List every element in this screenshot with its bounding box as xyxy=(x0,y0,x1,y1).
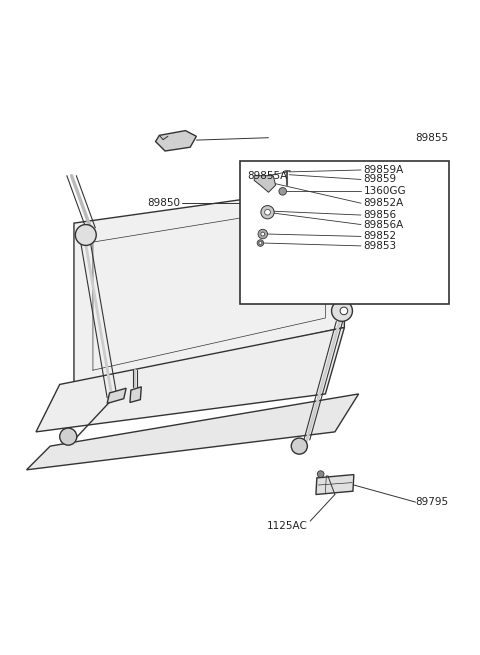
Circle shape xyxy=(332,301,352,322)
Circle shape xyxy=(261,206,274,219)
Text: 89852A: 89852A xyxy=(363,198,404,208)
FancyBboxPatch shape xyxy=(240,161,449,304)
Circle shape xyxy=(291,438,307,454)
Circle shape xyxy=(279,187,287,195)
Text: 1125AC: 1125AC xyxy=(267,521,308,531)
Circle shape xyxy=(257,240,264,246)
Text: 89852: 89852 xyxy=(363,231,396,242)
Text: 89795: 89795 xyxy=(416,497,449,507)
Circle shape xyxy=(261,232,264,236)
Text: 89859A: 89859A xyxy=(363,165,404,175)
Polygon shape xyxy=(74,185,344,384)
Text: 89856A: 89856A xyxy=(363,219,404,229)
Polygon shape xyxy=(316,475,354,495)
Text: 89855A: 89855A xyxy=(247,171,288,181)
Text: 89859: 89859 xyxy=(363,174,396,185)
Circle shape xyxy=(75,225,96,246)
Text: 89856: 89856 xyxy=(363,210,396,220)
Text: 89855: 89855 xyxy=(416,133,449,143)
Circle shape xyxy=(264,210,270,215)
Circle shape xyxy=(258,229,267,239)
Polygon shape xyxy=(26,394,359,470)
Circle shape xyxy=(340,307,348,314)
Circle shape xyxy=(317,471,324,477)
Text: 89850: 89850 xyxy=(148,198,180,208)
Polygon shape xyxy=(254,176,276,193)
Circle shape xyxy=(60,428,77,445)
Text: 1360GG: 1360GG xyxy=(363,186,406,196)
Polygon shape xyxy=(107,388,126,403)
Text: 89853: 89853 xyxy=(363,241,396,251)
Polygon shape xyxy=(156,130,196,151)
Circle shape xyxy=(259,242,262,244)
Polygon shape xyxy=(130,387,141,402)
Polygon shape xyxy=(36,328,344,432)
